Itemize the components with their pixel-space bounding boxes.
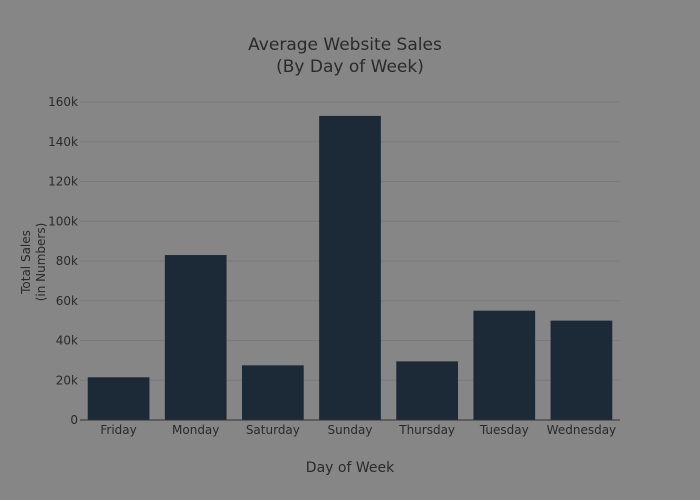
bar-monday[interactable] bbox=[164, 255, 227, 420]
y-axis-ticks: 0 20k 40k 60k 80k 100k 120k 140k 160k bbox=[48, 95, 78, 427]
bar-saturday[interactable] bbox=[242, 365, 304, 420]
y-tick-label: 60k bbox=[56, 294, 78, 308]
x-tick-label: Friday bbox=[100, 423, 136, 437]
y-tick-label: 80k bbox=[56, 254, 78, 268]
x-tick-label: Sunday bbox=[328, 423, 373, 437]
x-axis-title: Day of Week bbox=[306, 460, 395, 476]
x-tick-label: Wednesday bbox=[547, 423, 616, 437]
y-axis-title-line2: (in Numbers) bbox=[34, 223, 48, 302]
y-axis-title-line1: Total Sales bbox=[19, 230, 33, 295]
bar-sunday[interactable] bbox=[319, 115, 381, 420]
chart-title-line2: (By Day of Week) bbox=[276, 57, 424, 77]
y-tick-label: 160k bbox=[48, 95, 78, 109]
x-tick-label: Thursday bbox=[398, 423, 455, 437]
y-tick-label: 120k bbox=[48, 175, 78, 189]
bars bbox=[87, 115, 613, 420]
y-tick-label: 0 bbox=[70, 413, 78, 427]
bar-thursday[interactable] bbox=[396, 361, 458, 420]
bar-tuesday[interactable] bbox=[473, 310, 536, 420]
y-tick-label: 20k bbox=[56, 373, 78, 387]
x-tick-label: Monday bbox=[172, 423, 219, 437]
y-tick-label: 100k bbox=[48, 214, 78, 228]
chart-title-line1: Average Website Sales bbox=[248, 35, 442, 55]
bar-wednesday[interactable] bbox=[550, 320, 613, 420]
y-tick-label: 140k bbox=[48, 135, 78, 149]
x-axis-ticks: Friday Monday Saturday Sunday Thursday Tuesda… bbox=[100, 423, 616, 437]
y-tick-label: 40k bbox=[56, 334, 78, 348]
bar-friday[interactable] bbox=[87, 377, 150, 420]
y-axis-title: Total Sales (in Numbers) bbox=[19, 223, 48, 302]
x-tick-label: Tuesday bbox=[479, 423, 529, 437]
x-tick-label: Saturday bbox=[246, 423, 300, 437]
